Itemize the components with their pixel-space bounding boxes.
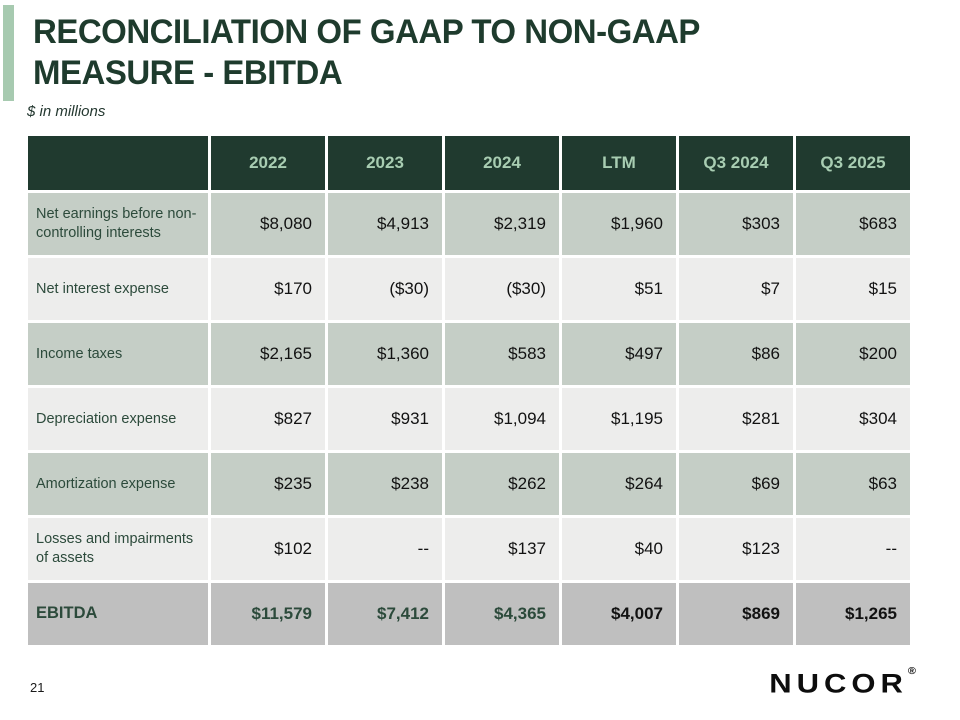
header-cell-q3-2024: Q3 2024 (676, 133, 796, 193)
cell-value: $102 (208, 515, 328, 583)
row-label: Net interest expense (25, 255, 211, 323)
cell-value: $303 (676, 190, 796, 258)
cell-value: $869 (676, 580, 796, 648)
cell-value: $4,365 (442, 580, 562, 648)
row-label: Income taxes (25, 320, 211, 388)
cell-value: $11,579 (208, 580, 328, 648)
cell-value: $4,913 (325, 190, 445, 258)
title-line-2: MEASURE - EBITDA (33, 54, 343, 93)
row-label: Amortization expense (25, 450, 211, 518)
cell-value: $15 (793, 255, 913, 323)
cell-value: $2,165 (208, 320, 328, 388)
cell-value: $170 (208, 255, 328, 323)
nucor-logo: NUCOR® (769, 666, 916, 700)
cell-value: $304 (793, 385, 913, 453)
header-cell-2024: 2024 (442, 133, 562, 193)
header-cell-2022: 2022 (208, 133, 328, 193)
cell-value: $4,007 (559, 580, 679, 648)
cell-value: $583 (442, 320, 562, 388)
cell-value: $69 (676, 450, 796, 518)
row-label: Depreciation expense (25, 385, 211, 453)
table-row-net-interest: Net interest expense $170 ($30) ($30) $5… (25, 255, 913, 323)
reconciliation-table: 2022 2023 2024 LTM Q3 2024 Q3 2025 Net e… (25, 133, 913, 648)
table-row-ebitda-total: EBITDA $11,579 $7,412 $4,365 $4,007 $869… (25, 580, 913, 648)
header-cell-q3-2025: Q3 2025 (793, 133, 913, 193)
cell-value: $683 (793, 190, 913, 258)
cell-value: $2,319 (442, 190, 562, 258)
row-label: Net earnings before non-controlling inte… (25, 190, 211, 258)
header-cell-2023: 2023 (325, 133, 445, 193)
cell-value: $931 (325, 385, 445, 453)
cell-value: $827 (208, 385, 328, 453)
cell-value: -- (325, 515, 445, 583)
cell-value: ($30) (325, 255, 445, 323)
table-row-income-taxes: Income taxes $2,165 $1,360 $583 $497 $86… (25, 320, 913, 388)
cell-value: $137 (442, 515, 562, 583)
cell-value: $238 (325, 450, 445, 518)
cell-value: -- (793, 515, 913, 583)
cell-value: $8,080 (208, 190, 328, 258)
cell-value: $1,195 (559, 385, 679, 453)
cell-value: $51 (559, 255, 679, 323)
cell-value: $281 (676, 385, 796, 453)
cell-value: $1,360 (325, 320, 445, 388)
cell-value: $63 (793, 450, 913, 518)
cell-value: $1,094 (442, 385, 562, 453)
slide-title: RECONCILIATION OF GAAP TO NON-GAAP MEASU… (33, 12, 700, 95)
cell-value: ($30) (442, 255, 562, 323)
header-cell-ltm: LTM (559, 133, 679, 193)
cell-value: $235 (208, 450, 328, 518)
nucor-logo-text: NUCOR (769, 668, 908, 699)
cell-value: $7,412 (325, 580, 445, 648)
page-number: 21 (30, 680, 45, 695)
cell-value: $264 (559, 450, 679, 518)
table-row-amortization: Amortization expense $235 $238 $262 $264… (25, 450, 913, 518)
table-row-depreciation: Depreciation expense $827 $931 $1,094 $1… (25, 385, 913, 453)
title-accent-bar (3, 5, 14, 101)
cell-value: $200 (793, 320, 913, 388)
cell-value: $123 (676, 515, 796, 583)
registered-trademark-mark: ® (907, 666, 916, 677)
header-cell-empty (25, 133, 211, 193)
row-label: Losses and impairments of assets (25, 515, 211, 583)
cell-value: $86 (676, 320, 796, 388)
table-header-row: 2022 2023 2024 LTM Q3 2024 Q3 2025 (25, 133, 913, 193)
table-row-net-earnings: Net earnings before non-controlling inte… (25, 190, 913, 258)
cell-value: $1,960 (559, 190, 679, 258)
cell-value: $262 (442, 450, 562, 518)
cell-value: $497 (559, 320, 679, 388)
table-row-losses-impairments: Losses and impairments of assets $102 --… (25, 515, 913, 583)
cell-value: $40 (559, 515, 679, 583)
units-note: $ in millions (27, 103, 106, 120)
title-line-1: RECONCILIATION OF GAAP TO NON-GAAP (33, 13, 700, 51)
cell-value: $7 (676, 255, 796, 323)
cell-value: $1,265 (793, 580, 913, 648)
row-label: EBITDA (25, 580, 211, 648)
